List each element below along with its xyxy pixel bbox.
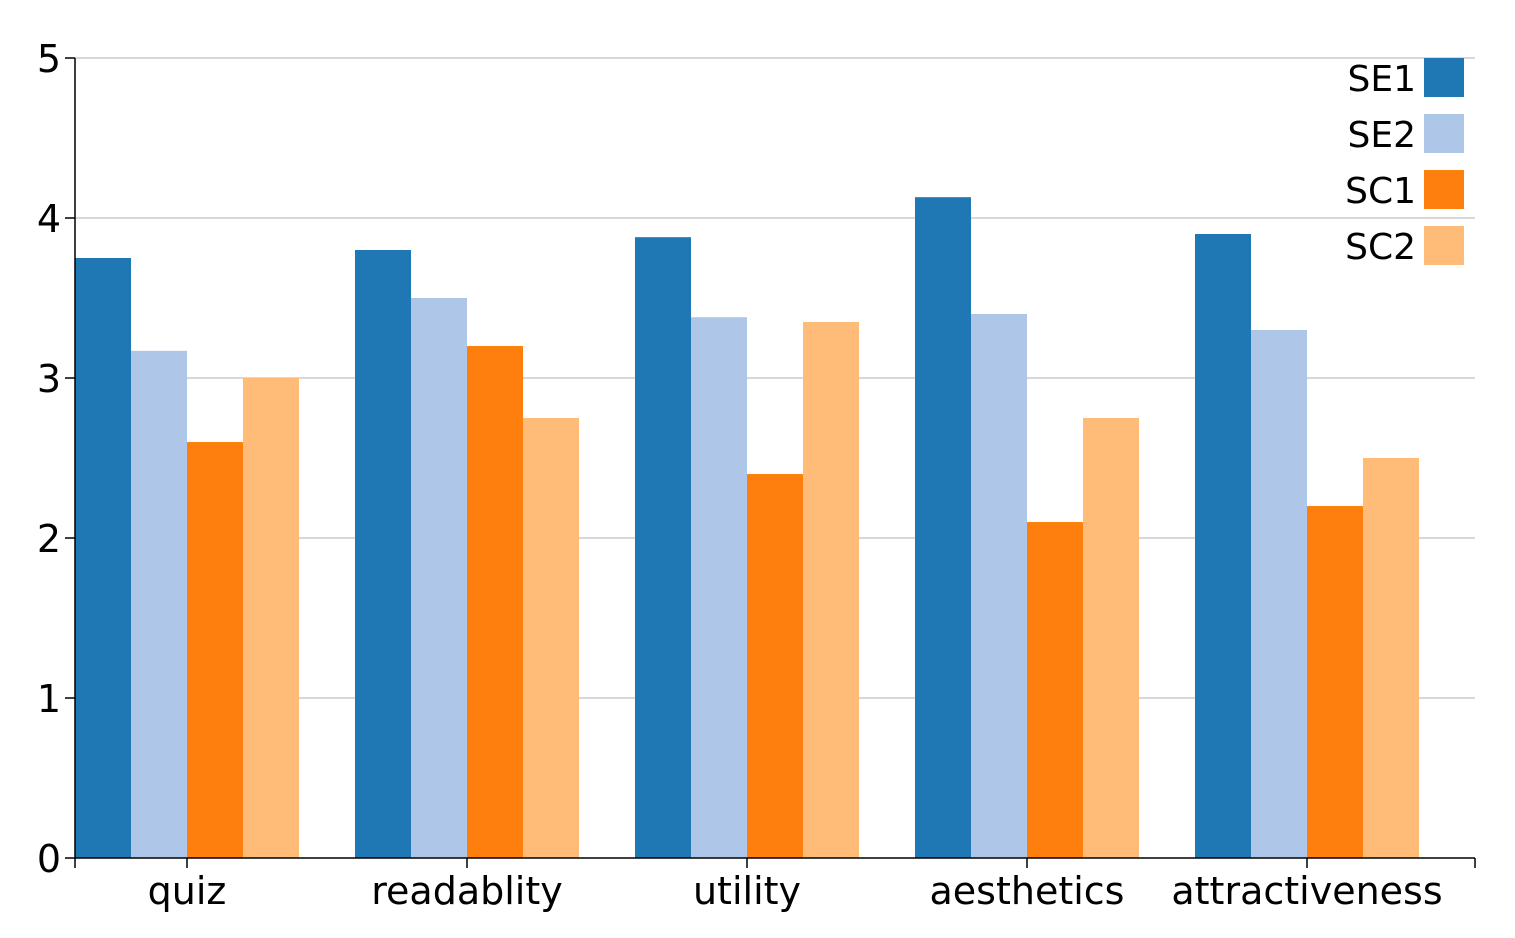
legend-item-sc2: SC2	[1345, 226, 1464, 268]
bars	[75, 197, 1419, 858]
x-tick-label-readablity: readablity	[371, 869, 562, 913]
x-tick-label-aesthetics: aesthetics	[930, 869, 1125, 913]
bar-sc1-aesthetics	[1027, 522, 1083, 858]
legend: SE1 SE2 SC1 SC2	[1345, 58, 1464, 268]
y-tick-label: 0	[37, 837, 61, 881]
y-tick-label: 3	[37, 357, 61, 401]
y-tick-label: 4	[37, 197, 61, 241]
bar-sc1-attractiveness	[1307, 506, 1363, 858]
bar-sc1-readablity	[467, 346, 523, 858]
bar-sc2-attractiveness	[1363, 458, 1419, 858]
bar-se2-aesthetics	[971, 314, 1027, 858]
bar-sc2-quiz	[243, 378, 299, 858]
bar-se2-readablity	[411, 298, 467, 858]
bar-sc1-quiz	[187, 442, 243, 858]
bar-se2-quiz	[131, 350, 187, 858]
y-tick-label: 2	[37, 517, 61, 561]
x-tick-label-attractiveness: attractiveness	[1171, 869, 1442, 913]
legend-item-se2: SE2	[1347, 114, 1464, 156]
y-tick-label: 5	[37, 37, 61, 81]
legend-swatch	[1424, 114, 1464, 153]
bar-se2-utility	[691, 317, 747, 858]
y-tick-label: 1	[37, 677, 61, 721]
legend-item-se1: SE1	[1347, 58, 1464, 100]
bar-se1-readablity	[355, 250, 411, 858]
bar-se2-attractiveness	[1251, 330, 1307, 858]
bar-sc2-readablity	[523, 418, 579, 858]
legend-label: SE2	[1347, 115, 1416, 156]
bar-se1-aesthetics	[915, 197, 971, 858]
legend-label: SE1	[1347, 59, 1416, 100]
bar-se1-utility	[635, 237, 691, 858]
bar-se1-quiz	[75, 258, 131, 858]
x-ticks: quiz readablity utility aesthetics attractiv…	[74, 858, 1476, 913]
x-tick-label-utility: utility	[693, 869, 801, 913]
legend-swatch	[1424, 170, 1464, 209]
axes	[74, 58, 1475, 859]
legend-swatch	[1424, 58, 1464, 97]
bar-se1-attractiveness	[1195, 234, 1251, 858]
y-ticks: 0 1 2 3 4 5	[37, 37, 75, 881]
bar-sc2-aesthetics	[1083, 418, 1139, 858]
bar-sc2-utility	[803, 322, 859, 858]
legend-label: SC2	[1345, 227, 1416, 268]
legend-label: SC1	[1345, 171, 1416, 212]
legend-item-sc1: SC1	[1345, 170, 1464, 212]
legend-swatch	[1424, 226, 1464, 265]
x-tick-label-quiz: quiz	[148, 869, 227, 913]
bar-sc1-utility	[747, 474, 803, 858]
